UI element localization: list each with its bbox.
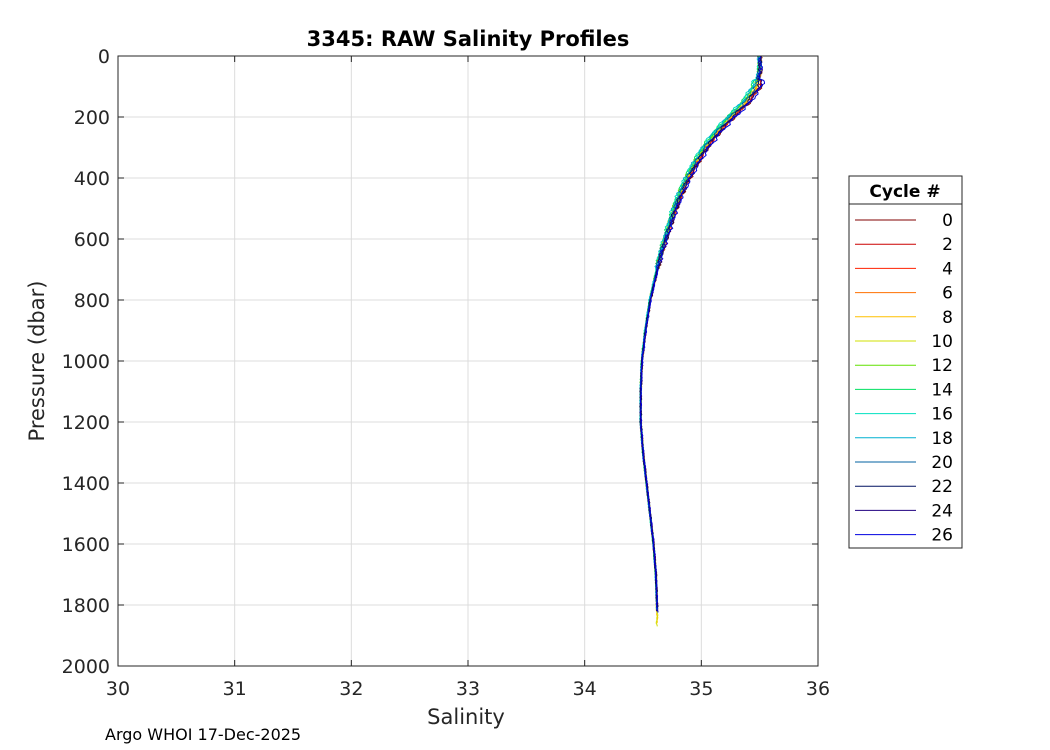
y-tick-label: 200 <box>74 107 110 129</box>
y-tick-label: 400 <box>74 168 110 190</box>
legend-label-16: 16 <box>931 405 953 425</box>
y-tick-label: 600 <box>74 229 110 251</box>
y-tick-label: 1400 <box>62 473 110 495</box>
x-tick-label: 33 <box>456 678 480 700</box>
x-axis-label: Salinity <box>427 705 505 729</box>
legend-label-14: 14 <box>931 380 953 400</box>
chart-title: 3345: RAW Salinity Profiles <box>307 27 630 51</box>
legend-label-0: 0 <box>942 211 953 231</box>
x-tick-label: 32 <box>339 678 363 700</box>
y-axis-label: Pressure (dbar) <box>25 281 49 442</box>
footer-credit: Argo WHOI 17-Dec-2025 <box>105 725 302 744</box>
x-tick-label: 34 <box>573 678 597 700</box>
y-tick-label: 1600 <box>62 534 110 556</box>
legend-label-12: 12 <box>931 356 953 376</box>
legend-label-22: 22 <box>931 477 953 497</box>
y-tick-label: 800 <box>74 290 110 312</box>
legend-label-4: 4 <box>942 259 953 279</box>
y-tick-label: 0 <box>98 46 110 68</box>
y-tick-label: 1800 <box>62 595 110 617</box>
legend-title: Cycle # <box>869 182 940 202</box>
x-tick-label: 31 <box>223 678 247 700</box>
legend-label-20: 20 <box>931 453 953 473</box>
x-tick-label: 36 <box>806 678 830 700</box>
legend-label-2: 2 <box>942 235 953 255</box>
y-tick-label: 1000 <box>62 351 110 373</box>
x-tick-label: 35 <box>689 678 713 700</box>
legend-label-24: 24 <box>931 501 953 521</box>
x-axis-ticks: 30 31 32 33 34 35 36 <box>106 56 830 700</box>
legend-label-10: 10 <box>931 332 953 352</box>
legend-label-8: 8 <box>942 308 953 328</box>
profile-line-cycle-26 <box>639 55 766 613</box>
legend-label-26: 26 <box>931 526 953 546</box>
profile-lines <box>639 55 766 627</box>
y-axis-ticks: 0 200 400 600 800 1000 1200 1400 1600 1800 2000 <box>62 46 818 678</box>
y-tick-label: 2000 <box>62 656 110 678</box>
x-tick-label: 30 <box>106 678 130 700</box>
y-tick-label: 1200 <box>62 412 110 434</box>
legend-label-18: 18 <box>931 429 953 449</box>
legend-label-6: 6 <box>942 284 953 304</box>
